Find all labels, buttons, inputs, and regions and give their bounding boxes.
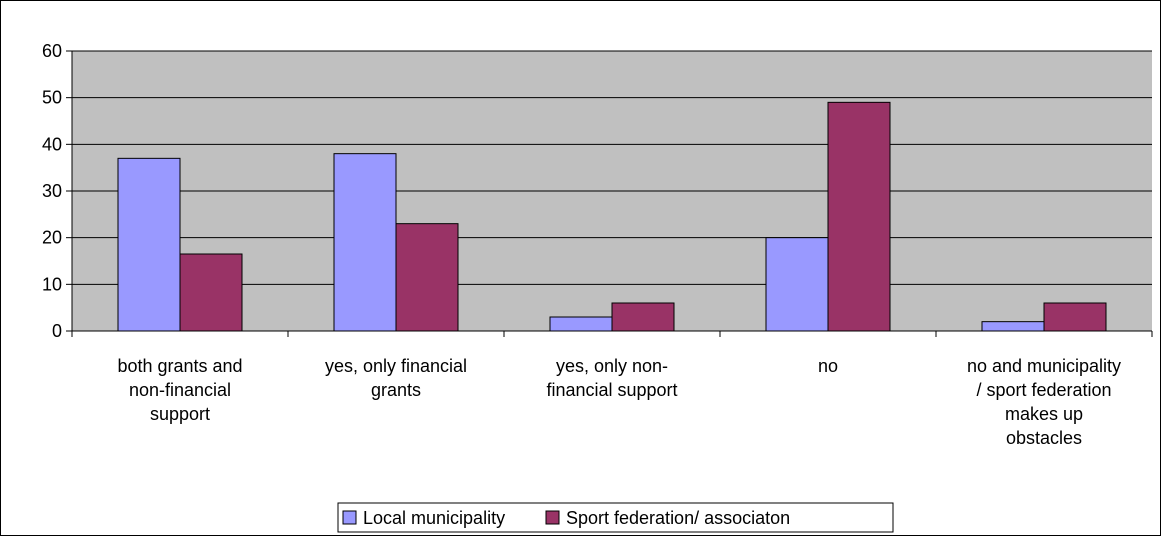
bar bbox=[395, 223, 459, 332]
y-tick-label: 40 bbox=[42, 134, 62, 154]
legend-swatch bbox=[342, 510, 357, 525]
bar bbox=[765, 237, 829, 332]
legend-swatch bbox=[545, 510, 560, 525]
bar bbox=[549, 316, 613, 332]
bar bbox=[179, 253, 243, 332]
y-tick-label: 60 bbox=[42, 41, 62, 61]
bar bbox=[117, 157, 181, 332]
y-tick-label: 30 bbox=[42, 181, 62, 201]
y-tick-label: 10 bbox=[42, 274, 62, 294]
y-tick-label: 0 bbox=[52, 321, 62, 341]
y-tick-label: 50 bbox=[42, 88, 62, 108]
legend bbox=[337, 502, 894, 533]
bar bbox=[1043, 302, 1107, 332]
bar bbox=[611, 302, 675, 332]
bar bbox=[333, 153, 397, 332]
bar bbox=[827, 101, 891, 332]
x-tick-label: yes, only financial grants bbox=[325, 356, 467, 400]
x-tick-label: both grants and non-financial support bbox=[117, 356, 242, 424]
x-tick-label: no bbox=[818, 356, 838, 376]
legend-label: Local municipality bbox=[363, 508, 505, 528]
x-tick-label: no and municipality / sport federation mak… bbox=[967, 356, 1121, 448]
y-tick-label: 20 bbox=[42, 228, 62, 248]
x-tick-label: yes, only non-financial support bbox=[546, 356, 677, 400]
legend-label: Sport federation/ associaton bbox=[566, 508, 790, 528]
bar bbox=[981, 321, 1045, 332]
